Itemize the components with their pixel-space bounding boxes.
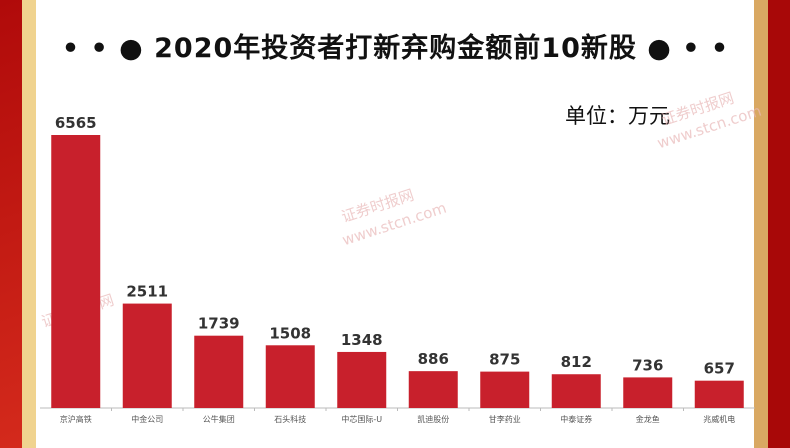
data-label: 1348 <box>341 331 383 349</box>
data-label: 2511 <box>126 283 168 301</box>
left-gold-border <box>22 0 36 448</box>
category-label: 凯迪股份 <box>417 414 449 424</box>
category-label: 中芯国际-U <box>341 414 382 424</box>
bar <box>694 380 744 408</box>
chart-title: • • ● 2020年投资者打新弃购金额前10新股 ● • • <box>61 33 730 64</box>
category-label: 甘李药业 <box>489 414 521 424</box>
data-label: 886 <box>418 350 449 368</box>
right-red-border <box>768 0 790 448</box>
data-label: 1739 <box>198 315 240 333</box>
bar <box>551 374 601 408</box>
data-label: 812 <box>561 353 592 371</box>
bar <box>480 371 530 408</box>
bar <box>623 377 673 408</box>
category-label: 中泰证券 <box>560 414 592 424</box>
category-label: 兆威机电 <box>703 414 735 424</box>
unit-label: 单位：万元 <box>565 104 670 128</box>
bar <box>408 371 458 408</box>
category-label: 京沪高铁 <box>60 414 92 424</box>
data-label: 736 <box>632 356 663 374</box>
bar <box>194 335 244 408</box>
data-label: 657 <box>704 360 735 378</box>
category-label: 公牛集团 <box>203 414 235 424</box>
category-label: 金龙鱼 <box>636 414 660 424</box>
bar <box>337 351 387 408</box>
category-label: 石头科技 <box>274 414 306 424</box>
bar <box>265 345 315 408</box>
data-label: 875 <box>489 351 520 369</box>
data-label: 6565 <box>55 114 97 132</box>
right-gold-border <box>754 0 768 448</box>
left-red-border <box>0 0 22 448</box>
bar <box>51 135 101 408</box>
category-label: 中金公司 <box>131 414 163 424</box>
data-label: 1508 <box>269 324 311 342</box>
bar <box>122 303 172 408</box>
